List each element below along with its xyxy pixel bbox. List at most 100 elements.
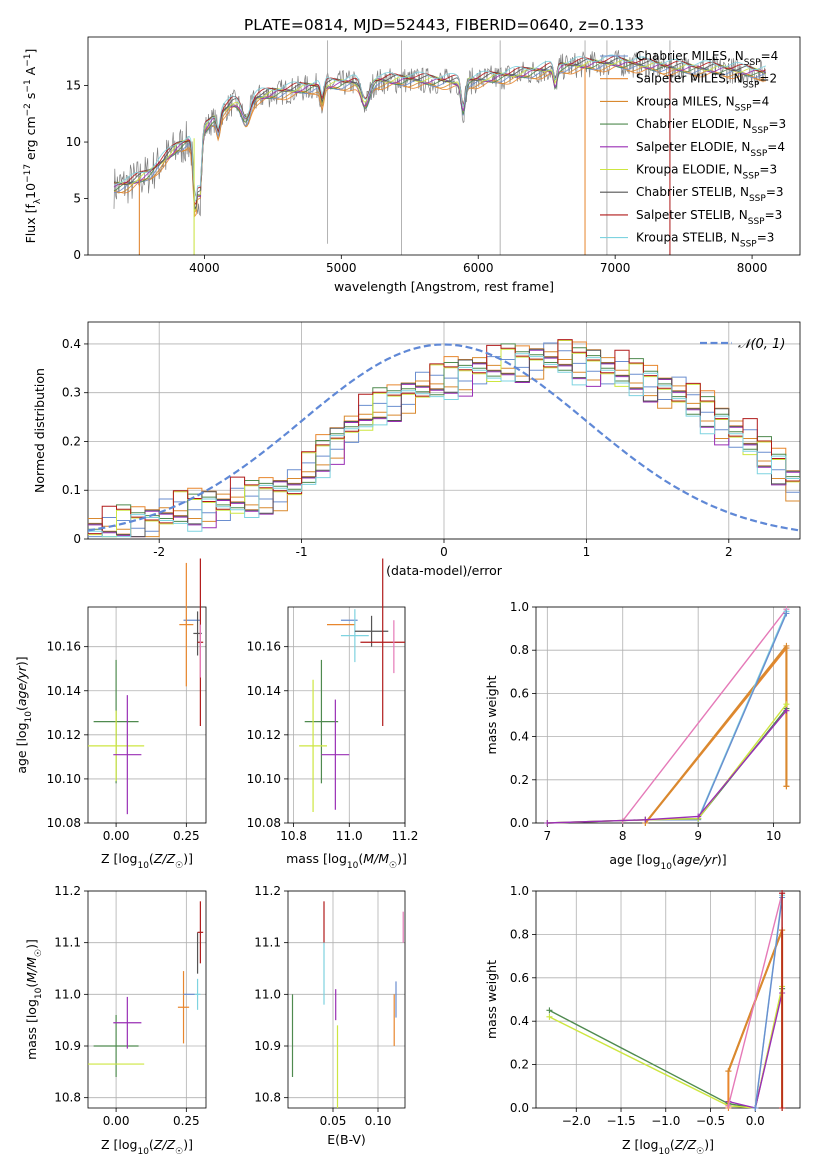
weight-marker xyxy=(546,1007,553,1014)
weight-marker xyxy=(783,701,790,708)
weight-marker xyxy=(725,1102,732,1109)
histogram-series xyxy=(88,343,800,538)
x-axis-label: E(B-V) xyxy=(327,1132,366,1147)
legend-label: Kroupa MILES, NSSP=4 xyxy=(636,94,769,113)
y-axis-label: mass weight xyxy=(484,675,499,754)
weight-marker xyxy=(783,707,790,714)
x-tick-label: -1 xyxy=(296,545,308,559)
y-tick-label: 10.9 xyxy=(254,1039,281,1053)
model-spectrum-line xyxy=(113,55,766,206)
plot-frame xyxy=(287,606,406,824)
legend-label: Chabrier ELODIE, NSSP=3 xyxy=(636,117,786,136)
weight-marker xyxy=(725,1068,732,1075)
spectrum-panel: 4000 5000 6000 7000 8000 0 5 10 15 wavelength [An… xyxy=(23,36,801,294)
y-tick-label: 10.14 xyxy=(247,684,281,698)
x-axis-label: age [log10(age/yr)] xyxy=(609,852,726,872)
x-tick-label: −0.5 xyxy=(696,1114,725,1128)
legend-label: Chabrier STELIB, NSSP=3 xyxy=(636,185,784,204)
weight-marker xyxy=(783,783,790,790)
y-tick-label: 0.6 xyxy=(510,686,529,700)
x-tick-label: −1.0 xyxy=(651,1114,680,1128)
y-tick-label: 0.3 xyxy=(62,386,81,400)
weight-line xyxy=(549,986,783,1109)
weight-marker xyxy=(695,813,702,820)
y-tick-label: 11.0 xyxy=(254,987,281,1001)
mass-vs-EBV-panel: 0.05 0.10 10.8 10.9 11.0 11.1 11.2 E(B-V) xyxy=(254,884,406,1147)
weight-line xyxy=(644,645,788,824)
y-tick-label: 0.2 xyxy=(510,1058,529,1072)
x-tick-label: 4000 xyxy=(189,261,220,275)
weight-line xyxy=(547,710,787,824)
x-tick-label: −2.0 xyxy=(562,1114,591,1128)
y-tick-label: 5 xyxy=(73,192,81,206)
legend-label: Salpeter STELIB, NSSP=3 xyxy=(636,208,782,227)
y-tick-label: 0.2 xyxy=(62,434,81,448)
y-tick-label: 0.2 xyxy=(510,773,529,787)
y-tick-label: 15 xyxy=(66,79,81,93)
weight-marker xyxy=(783,610,790,617)
y-tick-label: 0 xyxy=(73,532,81,546)
y-tick-label: 0.0 xyxy=(510,816,529,830)
weight-line xyxy=(645,611,788,821)
weight-line xyxy=(645,613,788,821)
x-tick-label: 8 xyxy=(619,829,627,843)
y-tick-label: 0 xyxy=(73,248,81,262)
x-tick-label: 0.0 xyxy=(746,1114,765,1128)
y-tick-label: 11.1 xyxy=(254,936,281,950)
weight-line xyxy=(727,893,783,1106)
y-tick-label: 1.0 xyxy=(510,884,529,898)
legend-label: Salpeter MILES, NSSP=2 xyxy=(636,72,777,91)
x-tick-label: 7000 xyxy=(600,261,631,275)
y-axis-label: Normed distribution xyxy=(32,368,47,493)
x-tick-label: −1.5 xyxy=(606,1114,635,1128)
figure-title: PLATE=0814, MJD=52443, FIBERID=0640, z=0… xyxy=(244,16,644,34)
x-tick-label: 10 xyxy=(766,829,781,843)
residuals-panel: -2 -1 0 1 2 0 0.1 0.2 0.3 0.4 (data-model)/error No… xyxy=(32,321,801,578)
x-tick-label: 10.8 xyxy=(280,829,307,843)
y-tick-label: 0.4 xyxy=(510,730,529,744)
x-tick-label: 2 xyxy=(725,545,733,559)
y-tick-label: 0.8 xyxy=(510,927,529,941)
model-spectrum-line xyxy=(113,54,766,203)
age-vs-Z-panel: 0.00 0.25 10.08 10.10 10.12 10.14 10.16 Z [log1… xyxy=(14,558,207,871)
spectrum-lines xyxy=(113,40,767,255)
x-axis-label: Z [log10(Z/Z☉)] xyxy=(101,851,193,871)
x-tick-label: 0.25 xyxy=(173,829,200,843)
x-axis-label: (data-model)/error xyxy=(386,563,503,578)
legend-label: Kroupa ELODIE, NSSP=3 xyxy=(636,163,777,182)
x-tick-label: 0.00 xyxy=(103,1114,130,1128)
weight-marker xyxy=(642,816,649,823)
y-tick-label: 0.4 xyxy=(62,337,81,351)
plot-frame xyxy=(535,890,801,1109)
y-tick-label: 10.10 xyxy=(247,772,281,786)
x-tick-label: 11.2 xyxy=(392,829,419,843)
y-tick-label: 10.08 xyxy=(47,816,81,830)
y-tick-label: 0.1 xyxy=(62,483,81,497)
y-tick-label: 11.1 xyxy=(54,936,81,950)
y-axis-label: Flux [fλ10−17 erg cm−2 s−1 A−1] xyxy=(23,49,43,244)
plot-frame xyxy=(87,36,801,256)
y-axis-label: mass weight xyxy=(484,960,499,1039)
y-tick-label: 10.8 xyxy=(54,1091,81,1105)
y-tick-label: 10.10 xyxy=(47,772,81,786)
x-tick-label: 7 xyxy=(543,829,551,843)
x-tick-label: 5000 xyxy=(326,261,357,275)
weight-vs-age-panel: 7 8 9 10 0.0 0.2 0.4 0.6 0.8 1.0 age [log10(age/yr… xyxy=(484,600,801,872)
y-tick-label: 11.2 xyxy=(254,884,281,898)
plot-frame xyxy=(535,606,801,824)
y-tick-label: 11.2 xyxy=(54,884,81,898)
y-tick-label: 10.16 xyxy=(247,640,281,654)
x-tick-label: 6000 xyxy=(463,261,494,275)
y-tick-label: 10.08 xyxy=(247,816,281,830)
x-tick-label: 0.00 xyxy=(103,829,130,843)
y-tick-label: 0.0 xyxy=(510,1101,529,1115)
x-tick-label: 0.05 xyxy=(320,1114,347,1128)
legend-label: Chabrier MILES, NSSP=4 xyxy=(636,49,778,68)
weight-line xyxy=(547,708,787,824)
legend-label: Salpeter ELODIE, NSSP=4 xyxy=(636,140,785,159)
y-axis-label: mass [log10(M/M☉)] xyxy=(24,939,44,1060)
x-axis-label: Z [log10(Z/Z☉)] xyxy=(622,1137,714,1157)
weight-marker xyxy=(779,890,786,897)
plot-frame xyxy=(87,890,207,1109)
